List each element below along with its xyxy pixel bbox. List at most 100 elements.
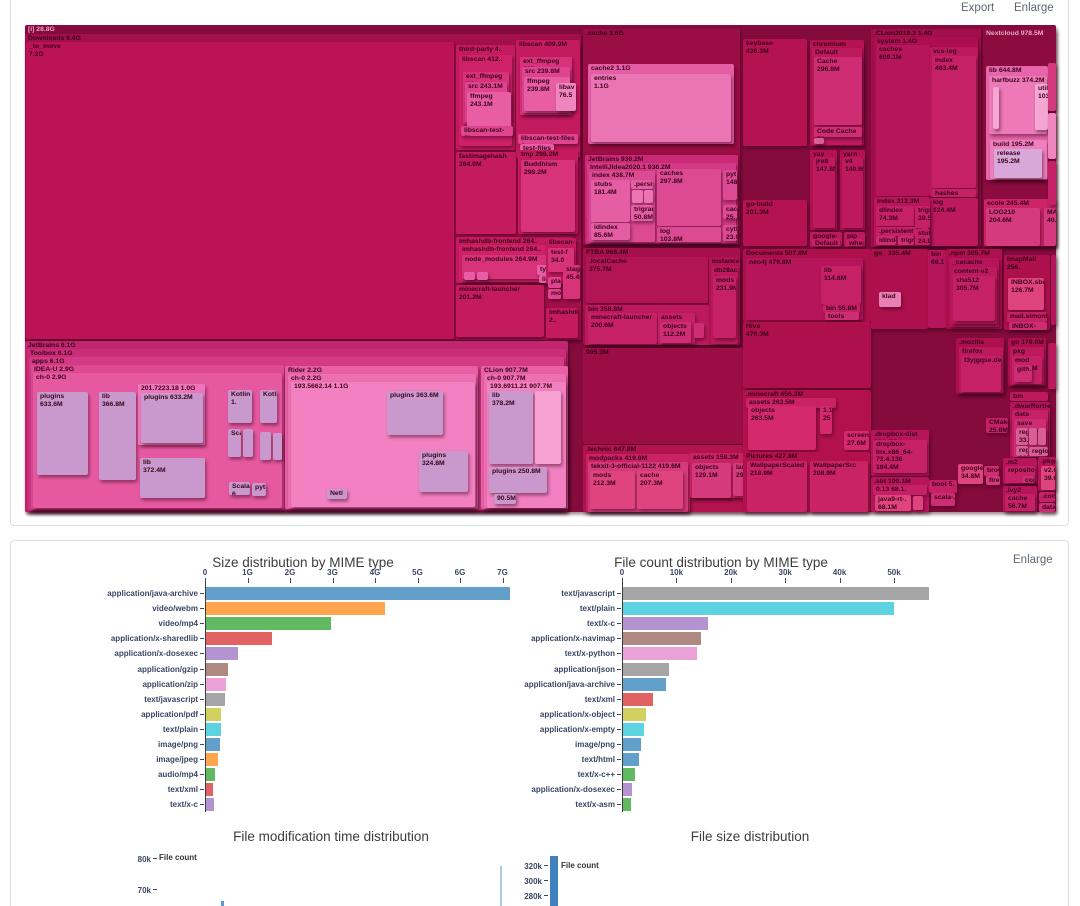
treemap-node[interactable]: cache 207.3M xyxy=(637,471,683,509)
treemap-node[interactable]: minecraft-launcher 201.2M xyxy=(456,285,544,337)
treemap-node[interactable]: stubs 181.4M xyxy=(591,180,630,222)
treemap-node[interactable] xyxy=(477,272,488,280)
treemap-node[interactable]: Scal xyxy=(228,429,241,457)
treemap-node[interactable] xyxy=(632,190,643,203)
treemap-node[interactable]: 0.13 68.1. xyxy=(873,485,927,495)
treemap-node[interactable]: dropbox-lnx.x86_64-72.4.136 194.4M xyxy=(873,440,927,473)
treemap-node[interactable]: trigram 39.5M xyxy=(915,206,930,228)
treemap-node[interactable] xyxy=(1029,428,1037,445)
treemap-node[interactable]: WallpaperSrc 208.9M xyxy=(810,461,868,512)
treemap-node[interactable]: bin 66.1 xyxy=(928,250,946,328)
treemap-node[interactable]: libscan-test-files 6.. xyxy=(518,134,578,144)
treemap-node[interactable] xyxy=(1048,63,1056,111)
treemap-node[interactable]: Kotlin 1. xyxy=(228,390,252,423)
treemap-node[interactable]: regio 33.3 xyxy=(1016,446,1028,456)
treemap-node[interactable]: lib 114.8M xyxy=(821,266,861,304)
treemap-node[interactable]: objects 129.1M xyxy=(692,463,731,498)
treemap-node[interactable]: LOG210 204.6M xyxy=(986,208,1040,246)
treemap-node[interactable]: Buddhism 298.2M xyxy=(521,160,575,232)
treemap-node[interactable]: google+ 34.8M xyxy=(958,464,983,484)
treemap-node[interactable]: lib 378.2M xyxy=(489,391,533,464)
treemap-node[interactable]: screen. 27.6M xyxy=(844,431,869,450)
treemap-node[interactable]: .localCache 375.7M xyxy=(586,257,708,303)
treemap-node[interactable]: CMake 25.8M xyxy=(986,418,1008,433)
treemap-node[interactable] xyxy=(993,87,999,129)
treemap-node[interactable]: trigr xyxy=(898,236,914,245)
treemap-node[interactable]: entries 1.1G xyxy=(591,74,731,142)
treemap-node[interactable] xyxy=(273,433,282,460)
treemap-node[interactable]: tools xyxy=(825,312,859,320)
treemap-node[interactable]: fastimagehash 364.0M xyxy=(456,152,516,234)
treemap-node[interactable] xyxy=(644,190,653,203)
treemap-node[interactable]: data xyxy=(1039,503,1055,512)
treemap-node[interactable] xyxy=(1048,343,1056,389)
treemap-node[interactable]: index 463.4M xyxy=(932,56,976,188)
treemap-node[interactable]: release 195.2M xyxy=(994,149,1042,178)
treemap-node[interactable]: mail.simon98 xyxy=(1007,312,1047,322)
enlarge-charts-button[interactable]: Enlarge xyxy=(1013,554,1053,566)
treemap-node[interactable]: region2. xyxy=(1029,447,1048,456)
treemap-node[interactable]: lau 29. xyxy=(733,463,745,496)
treemap-node[interactable] xyxy=(1038,428,1046,445)
treemap-node[interactable]: libscan-test-file.. xyxy=(461,126,513,136)
treemap-node[interactable]: bin xyxy=(1010,392,1048,401)
treemap-node[interactable]: objects 263.5M xyxy=(748,406,816,450)
treemap-node[interactable] xyxy=(694,323,704,338)
treemap-node[interactable]: 1.1 25 xyxy=(820,406,832,434)
treemap-node[interactable]: plugins 324.8M xyxy=(419,451,468,492)
treemap-node[interactable] xyxy=(814,138,824,144)
treemap-node[interactable]: go_ 335.4M xyxy=(871,249,928,329)
treemap-node[interactable]: INBOX-1.sbd xyxy=(1009,322,1047,330)
treemap-node[interactable]: hashes xyxy=(932,189,976,197)
treemap-node[interactable]: gith. xyxy=(1014,365,1032,382)
treemap-node[interactable]: scala-. xyxy=(931,493,955,506)
treemap-node[interactable]: con xyxy=(1022,476,1034,483)
treemap-node[interactable]: plugins 250.8M xyxy=(489,467,547,493)
treemap-node[interactable] xyxy=(913,496,923,510)
treemap-node[interactable]: Netl xyxy=(327,489,347,499)
treemap-node[interactable]: minecraft-launcher 200.6M xyxy=(588,313,657,344)
treemap-node[interactable]: boot 5. xyxy=(929,480,957,493)
treemap-node[interactable]: libav 76.5 xyxy=(556,83,576,111)
treemap-node[interactable]: MAT 40.1 xyxy=(1044,208,1056,246)
treemap-node[interactable]: pyth xyxy=(252,483,266,496)
treemap-node[interactable]: firef. xyxy=(986,476,1000,485)
treemap-node[interactable]: lib 366.8M xyxy=(99,392,136,480)
treemap-node[interactable]: 90.5M xyxy=(494,494,516,504)
treemap-node[interactable] xyxy=(243,429,253,457)
treemap-node[interactable]: Scala 6. xyxy=(229,482,250,495)
treemap-node[interactable]: java9-rt-. 68.1M xyxy=(875,495,911,511)
treemap-node[interactable]: mo xyxy=(548,289,561,299)
treemap-node[interactable]: jre8 147.8M xyxy=(813,157,835,228)
treemap-node[interactable]: .con. xyxy=(1039,492,1055,502)
treemap-node[interactable]: Hive 476.3M xyxy=(743,322,871,388)
treemap-node[interactable]: Default xyxy=(812,239,840,246)
treemap-node[interactable]: plugins 363.6M xyxy=(387,391,443,435)
treemap-node[interactable]: Cache 296.6M xyxy=(814,57,862,125)
treemap-node[interactable]: brow. xyxy=(984,466,999,476)
treemap-node[interactable] xyxy=(1051,255,1056,325)
treemap-node[interactable]: lib 372.4M xyxy=(140,458,205,498)
treemap-node[interactable]: Kotlin xyxy=(260,390,277,423)
treemap-node[interactable]: typ xyxy=(537,265,553,275)
treemap-node[interactable]: pyt 148 xyxy=(723,170,737,200)
treemap-node[interactable]: plat xyxy=(548,277,561,288)
treemap-node[interactable] xyxy=(260,432,271,460)
export-button[interactable]: Export xyxy=(961,2,995,14)
treemap-node[interactable]: cach 25. xyxy=(723,205,737,219)
treemap-node[interactable]: WallpaperScaled 218.9M xyxy=(747,461,807,512)
treemap-node[interactable]: plugins 633.2M xyxy=(141,393,203,443)
treemap-node[interactable] xyxy=(1048,113,1056,159)
treemap-node[interactable]: log 103.8M xyxy=(657,227,721,242)
treemap-node[interactable]: test-files xyxy=(520,144,554,153)
treemap-node[interactable]: dlindex 74.3M xyxy=(876,206,914,226)
treemap-node[interactable]: bin 55.8M xyxy=(823,304,860,313)
treemap-node[interactable]: mods 231.9M xyxy=(713,276,736,338)
treemap-node[interactable]: cytho 23.9 xyxy=(723,225,737,241)
treemap-node[interactable]: v2.6 39.6 xyxy=(1041,466,1055,490)
treemap-node[interactable]: sha512 305.7M xyxy=(953,276,995,321)
treemap-node[interactable]: v4 140.6M xyxy=(842,157,863,228)
treemap-node[interactable]: ffmpeg 243.1M xyxy=(467,92,511,128)
treemap-node[interactable]: f3yjgqse.defau xyxy=(961,356,1001,392)
treemap-node[interactable]: stubs 24.9M xyxy=(915,229,930,245)
